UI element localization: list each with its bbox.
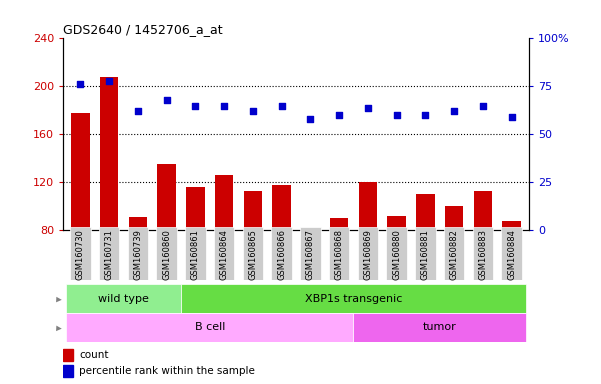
FancyBboxPatch shape bbox=[472, 227, 493, 280]
Point bbox=[219, 103, 229, 109]
Bar bbox=[353, 313, 526, 342]
FancyBboxPatch shape bbox=[501, 227, 522, 280]
Text: GSM160869: GSM160869 bbox=[364, 229, 373, 280]
Text: GSM160882: GSM160882 bbox=[450, 229, 459, 280]
Bar bbox=[71, 113, 90, 230]
Point bbox=[162, 97, 171, 103]
Bar bbox=[301, 228, 320, 230]
Point bbox=[305, 116, 315, 122]
Point bbox=[277, 103, 287, 109]
Bar bbox=[181, 284, 526, 313]
Text: GSM160739: GSM160739 bbox=[133, 229, 142, 280]
Text: GSM160731: GSM160731 bbox=[105, 229, 114, 280]
Text: GSM160867: GSM160867 bbox=[306, 229, 315, 280]
Text: GSM160884: GSM160884 bbox=[507, 229, 516, 280]
Text: GSM160866: GSM160866 bbox=[277, 229, 286, 280]
Point bbox=[478, 103, 487, 109]
Text: GSM160864: GSM160864 bbox=[219, 229, 228, 280]
Bar bbox=[129, 217, 147, 230]
Text: percentile rank within the sample: percentile rank within the sample bbox=[79, 366, 255, 376]
FancyBboxPatch shape bbox=[127, 227, 148, 280]
Text: wild type: wild type bbox=[98, 293, 149, 304]
FancyBboxPatch shape bbox=[415, 227, 436, 280]
Text: GSM160880: GSM160880 bbox=[392, 229, 401, 280]
FancyBboxPatch shape bbox=[386, 227, 407, 280]
FancyBboxPatch shape bbox=[243, 227, 263, 280]
FancyBboxPatch shape bbox=[156, 227, 177, 280]
FancyBboxPatch shape bbox=[329, 227, 349, 280]
FancyBboxPatch shape bbox=[99, 227, 120, 280]
Point bbox=[450, 108, 459, 114]
Bar bbox=[66, 284, 181, 313]
Text: GSM160860: GSM160860 bbox=[162, 229, 171, 280]
Bar bbox=[359, 182, 377, 230]
Point bbox=[191, 103, 200, 109]
Bar bbox=[474, 191, 492, 230]
Point bbox=[363, 104, 373, 111]
FancyBboxPatch shape bbox=[358, 227, 378, 280]
Point bbox=[334, 112, 344, 118]
Bar bbox=[157, 164, 176, 230]
Text: GSM160730: GSM160730 bbox=[76, 229, 85, 280]
FancyBboxPatch shape bbox=[185, 227, 206, 280]
Bar bbox=[215, 175, 233, 230]
FancyBboxPatch shape bbox=[70, 227, 91, 280]
Point bbox=[421, 112, 430, 118]
FancyBboxPatch shape bbox=[300, 227, 321, 280]
Bar bbox=[100, 77, 118, 230]
Text: GSM160861: GSM160861 bbox=[191, 229, 200, 280]
Text: GSM160883: GSM160883 bbox=[478, 229, 487, 280]
Text: GDS2640 / 1452706_a_at: GDS2640 / 1452706_a_at bbox=[63, 23, 223, 36]
Bar bbox=[63, 349, 73, 361]
Bar bbox=[445, 207, 463, 230]
Bar bbox=[63, 365, 73, 377]
Point bbox=[507, 114, 516, 120]
Point bbox=[76, 81, 85, 88]
Bar bbox=[416, 194, 435, 230]
Text: GSM160865: GSM160865 bbox=[248, 229, 257, 280]
FancyBboxPatch shape bbox=[271, 227, 292, 280]
Bar bbox=[243, 191, 262, 230]
Bar bbox=[186, 187, 205, 230]
FancyBboxPatch shape bbox=[214, 227, 234, 280]
FancyBboxPatch shape bbox=[444, 227, 465, 280]
Text: GSM160868: GSM160868 bbox=[335, 229, 344, 280]
Text: XBP1s transgenic: XBP1s transgenic bbox=[305, 293, 402, 304]
Bar bbox=[387, 216, 406, 230]
Bar bbox=[502, 221, 521, 230]
Bar bbox=[66, 313, 353, 342]
Bar bbox=[272, 185, 291, 230]
Bar bbox=[330, 218, 349, 230]
Text: count: count bbox=[79, 350, 109, 360]
Text: GSM160881: GSM160881 bbox=[421, 229, 430, 280]
Text: B cell: B cell bbox=[195, 322, 225, 333]
Point bbox=[105, 78, 114, 84]
Point bbox=[392, 112, 401, 118]
Point bbox=[248, 108, 258, 114]
Text: tumor: tumor bbox=[423, 322, 457, 333]
Point bbox=[133, 108, 142, 114]
